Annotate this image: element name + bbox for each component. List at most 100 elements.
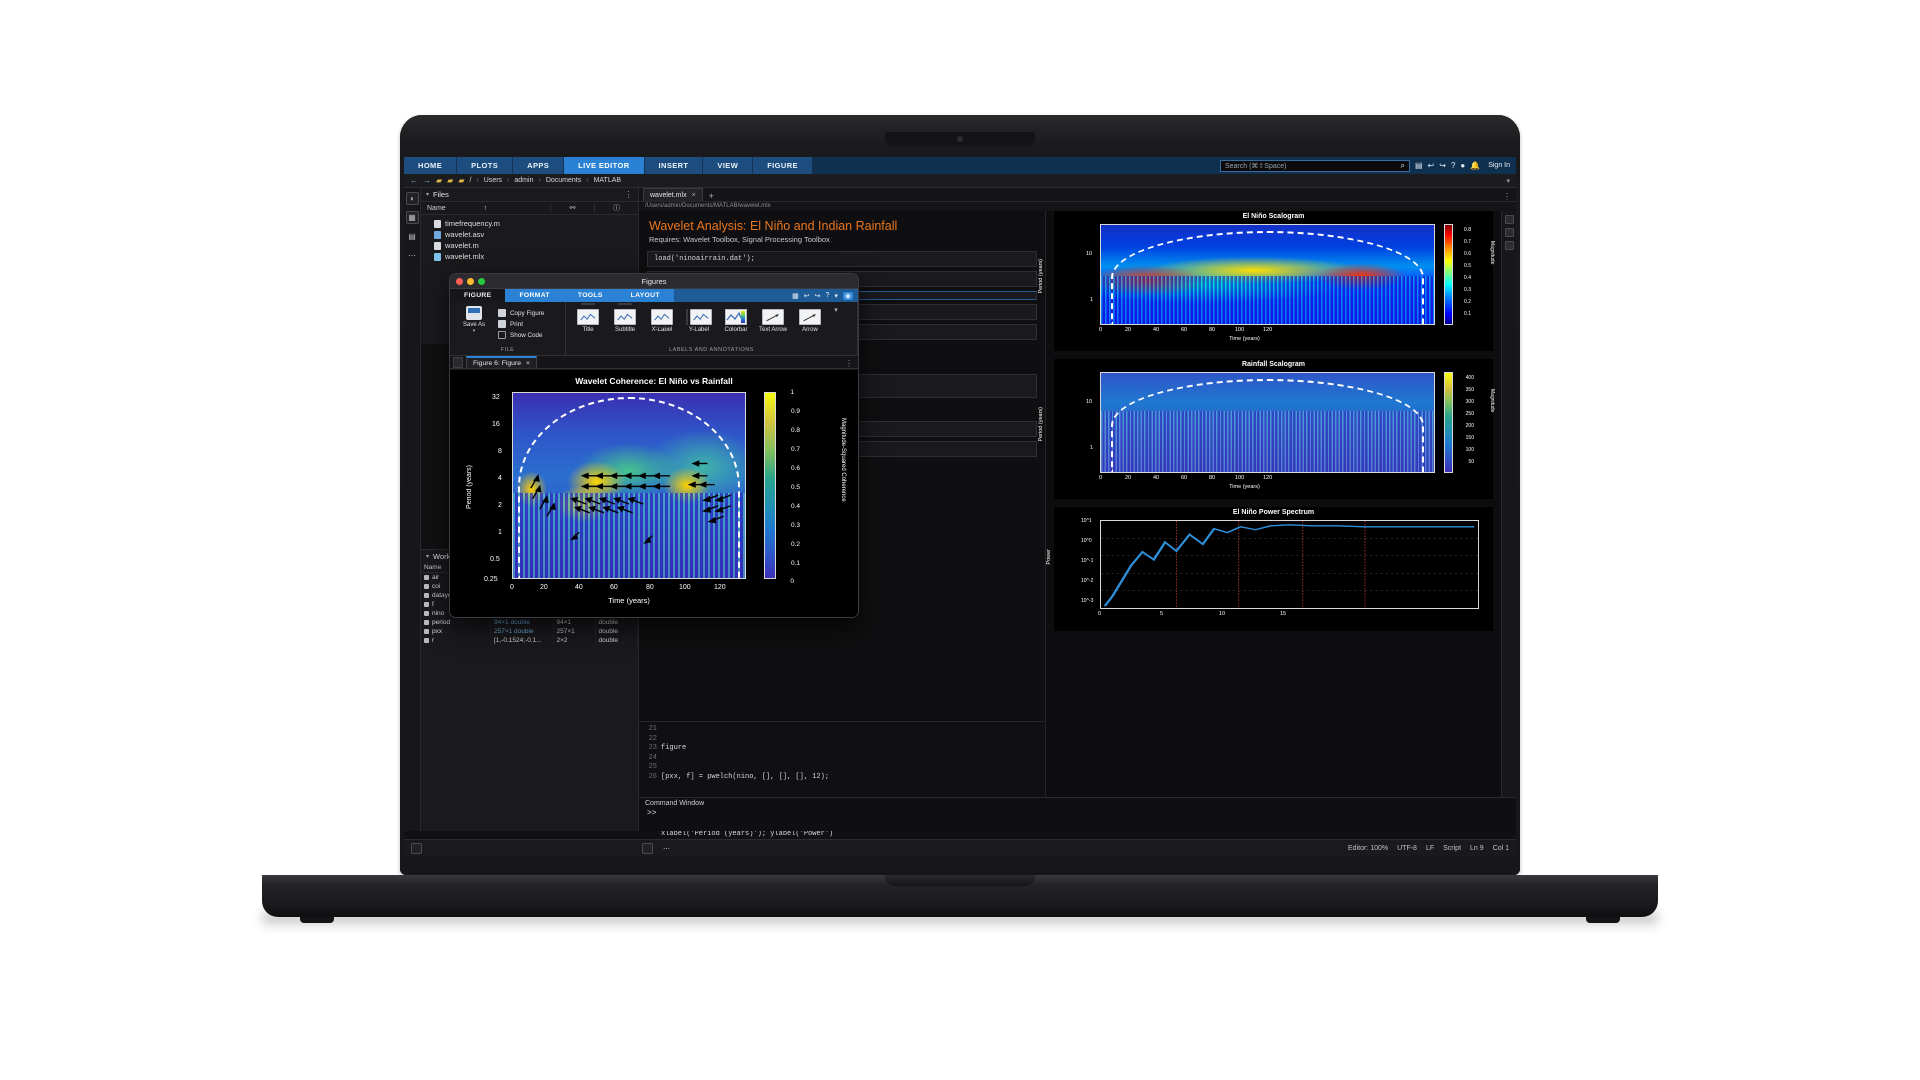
text-arrow-button[interactable]: Text Arrow — [758, 306, 788, 333]
layout-icon[interactable]: ▦ — [792, 292, 799, 300]
list-item[interactable]: wavelet.m — [421, 240, 638, 251]
command-window[interactable]: Command Window >> — [639, 797, 1516, 831]
back-icon[interactable]: ← — [410, 176, 418, 185]
dock-icon[interactable]: ◉ — [842, 291, 853, 300]
new-tab-button[interactable]: + — [708, 191, 714, 201]
ribbon-tab-figure[interactable]: FIGURE — [753, 157, 813, 174]
figure-wavelet-coherence[interactable]: Wavelet Coherence: El Niño vs Rainfall — [450, 370, 858, 617]
ribbon-overflow-icon[interactable]: ▾ — [834, 307, 838, 314]
workspace-icon[interactable]: ▤ — [408, 232, 416, 241]
drag-handle[interactable] — [453, 357, 463, 368]
status-editor-zoom[interactable]: Editor: 100% — [1348, 845, 1389, 852]
status-file-type[interactable]: Script — [1443, 845, 1462, 852]
save-icon[interactable]: ▤ — [1414, 160, 1423, 170]
notification-icon[interactable]: 🔔 — [1470, 160, 1481, 170]
chevron-down-icon[interactable]: ▾ — [426, 192, 430, 198]
copy-figure-button[interactable]: Copy Figure — [498, 309, 544, 317]
redo-icon[interactable]: ↪ — [814, 292, 821, 300]
chevron-down-icon[interactable]: ▾ — [1506, 177, 1510, 185]
help-icon[interactable]: ? — [1450, 160, 1456, 170]
breadcrumb-admin[interactable]: admin — [514, 177, 534, 184]
help-icon[interactable]: ? — [825, 292, 830, 299]
close-window-button[interactable] — [456, 277, 463, 285]
status-encoding[interactable]: UTF-8 — [1397, 845, 1417, 852]
editor-options-icon[interactable]: ⋮ — [1503, 192, 1511, 201]
column-git-status[interactable]: ⚯ — [550, 204, 594, 212]
figures-tab-figure[interactable]: FIGURE — [450, 289, 506, 302]
breadcrumb-root[interactable]: / — [469, 177, 472, 184]
figures-window-titlebar[interactable]: Figures — [450, 274, 858, 289]
maximize-window-button[interactable] — [478, 277, 485, 285]
browse-folder-icon[interactable]: ▰ — [447, 176, 454, 185]
show-code-checkbox[interactable]: Show Code — [498, 331, 544, 339]
panel-options-icon[interactable]: ⋮ — [624, 190, 633, 199]
ribbon-tab-plots[interactable]: PLOTS — [457, 157, 514, 174]
close-icon[interactable]: × — [525, 359, 530, 367]
apps-grid-icon[interactable]: ▦ — [405, 211, 419, 224]
list-item[interactable]: timefrequency.m — [421, 218, 638, 229]
more-icon[interactable]: ⋯ — [408, 251, 416, 260]
command-prompt[interactable]: >> — [647, 809, 657, 818]
figures-window[interactable]: Figures FIGURE FORMAT TOOLS LAYOUT ▦ ↩ ↪… — [449, 273, 859, 618]
figures-tab-format[interactable]: FORMAT — [519, 292, 550, 299]
arrow-button[interactable]: Arrow — [795, 306, 825, 333]
figures-tab-tools[interactable]: TOOLS — [577, 292, 603, 299]
ribbon-tab-live-editor[interactable]: LIVE EDITOR — [564, 157, 645, 174]
figure-rainfall-scalogram[interactable]: Rainfall Scalogram Period (years) 10 1 0… — [1038, 359, 1495, 499]
breadcrumb-matlab[interactable]: MATLAB — [593, 177, 622, 184]
figure-thumb-icon[interactable] — [1504, 215, 1514, 224]
sign-in-link[interactable]: Sign In — [1488, 162, 1510, 169]
ribbon-tab-view[interactable]: VIEW — [703, 157, 754, 174]
subtitle-button[interactable]: Subtitle — [610, 303, 640, 333]
current-folder-icon[interactable]: ◗ — [405, 192, 419, 205]
title-button[interactable]: Title — [573, 303, 603, 333]
save-as-button[interactable]: Save As ▾ — [456, 306, 492, 334]
search-input[interactable]: Search (⌘⇧Space) ⌕ — [1219, 159, 1410, 172]
x-label-button[interactable]: X-Label — [647, 306, 677, 333]
table-row[interactable]: r [1,-0.1524;-0.1... 2×2 double — [421, 636, 638, 645]
minimize-icon[interactable]: ▾ — [834, 292, 838, 300]
table-row[interactable]: pxx 257×1 double 257×1 double — [421, 627, 638, 636]
print-button[interactable]: Print — [498, 320, 544, 328]
column-info[interactable]: ⓘ — [594, 203, 638, 213]
figure-tab-figure-6[interactable]: Figure 6: Figure × — [466, 356, 537, 368]
grid-icon[interactable] — [411, 843, 422, 854]
code-lines[interactable]: figure [pxx, f] = pwelch(nino, [], [], [… — [661, 722, 1045, 838]
ribbon-tab-insert[interactable]: INSERT — [644, 157, 704, 174]
ribbon-tab-apps[interactable]: APPS — [513, 157, 565, 174]
code-editor-region[interactable]: 21 22 23 24 25 26 figure [pxx, f] = pwel… — [639, 721, 1045, 838]
editor-tab-wavelet-mlx[interactable]: wavelet.mlx × — [643, 188, 703, 201]
table-row[interactable]: period 94×1 double 94×1 double — [421, 618, 638, 627]
undo-icon[interactable]: ↩ — [803, 292, 810, 300]
left-rail: ◗ ▦ ▤ ⋯ — [404, 188, 421, 831]
figure-thumb-icon[interactable] — [1504, 241, 1514, 250]
sort-ascending-icon[interactable]: ↑ — [483, 204, 488, 212]
files-column-header: Name ↑ ⚯ ⓘ — [421, 201, 638, 215]
chevron-down-icon[interactable]: ▾ — [426, 554, 430, 560]
colorbar-button[interactable]: Colorbar — [721, 306, 751, 333]
more-icon[interactable]: ⋯ — [663, 845, 670, 853]
figure-el-nino-power-spectrum[interactable]: El Niño Power Spectrum — [1046, 507, 1493, 631]
breadcrumb-users[interactable]: Users — [483, 177, 503, 184]
figure-thumb-icon[interactable] — [1504, 228, 1514, 237]
minimize-window-button[interactable] — [467, 277, 474, 285]
code-block[interactable]: load('ninoairrain.dat'); — [647, 251, 1037, 267]
list-item[interactable]: wavelet.mlx — [421, 251, 638, 262]
forward-icon[interactable]: → — [423, 176, 431, 185]
ribbon-tab-home[interactable]: HOME — [404, 157, 458, 174]
close-icon[interactable]: × — [691, 191, 696, 199]
status-line-ending[interactable]: LF — [1425, 845, 1435, 852]
up-folder-icon[interactable]: ▰ — [436, 176, 443, 185]
redo-icon[interactable]: ↪ — [1439, 160, 1446, 170]
chevron-down-icon[interactable]: ▾ — [472, 328, 476, 334]
y-label-button[interactable]: Y-Label — [684, 306, 714, 333]
record-icon[interactable]: ● — [1460, 160, 1466, 170]
figures-tab-layout[interactable]: LAYOUT — [630, 292, 660, 299]
undo-icon[interactable]: ↩ — [1427, 160, 1435, 170]
column-name[interactable]: Name ↑ — [421, 205, 550, 212]
list-item[interactable]: wavelet.asv — [421, 229, 638, 240]
breadcrumb-documents[interactable]: Documents — [545, 177, 582, 184]
figure-el-nino-scalogram[interactable]: El Niño Scalogram Period (years) 10 1 0 … — [1038, 211, 1495, 351]
figure-tab-options-icon[interactable]: ⋮ — [845, 359, 853, 368]
panel-icon[interactable] — [642, 843, 653, 854]
